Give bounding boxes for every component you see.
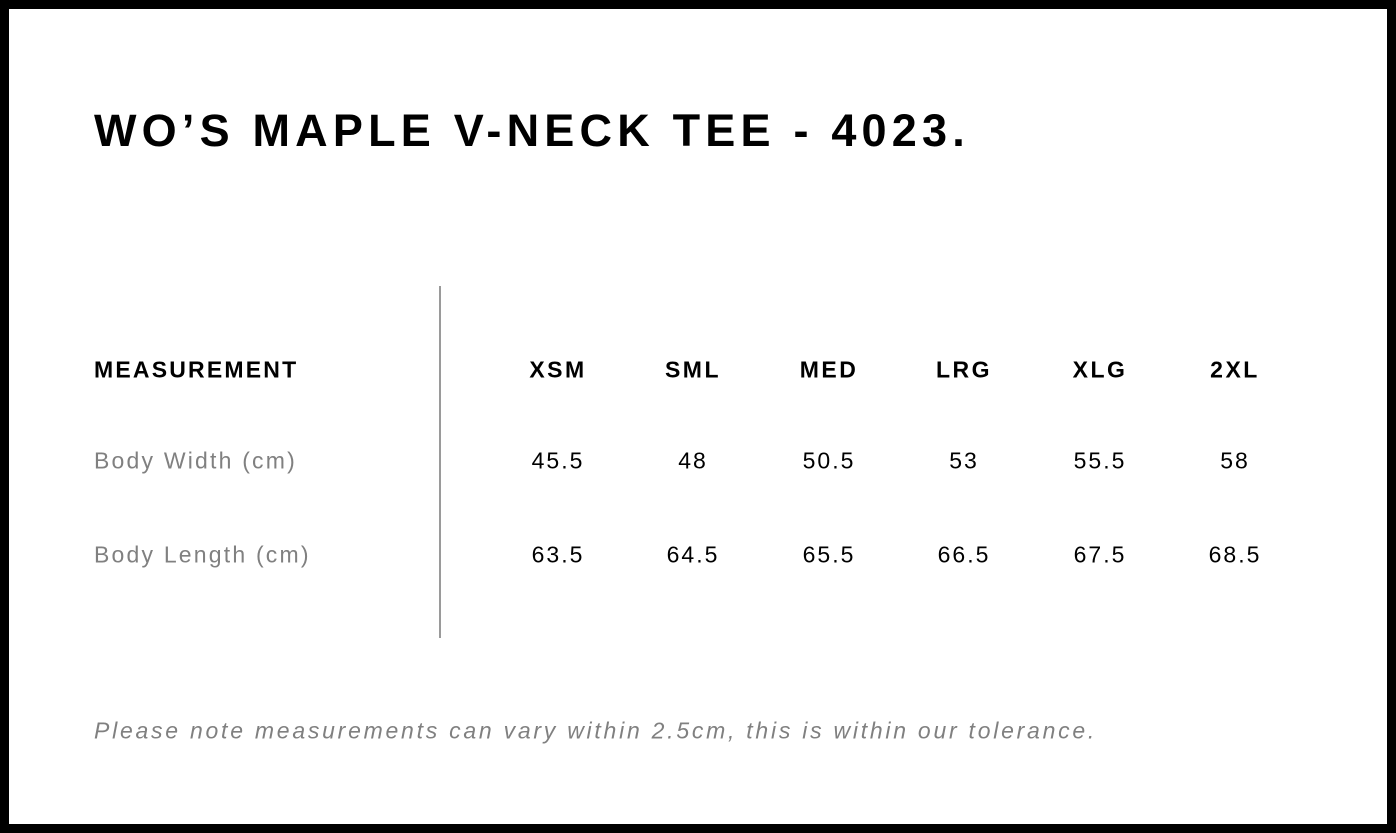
size-header: XSM — [529, 356, 587, 383]
row-label-body-length: Body Length (cm) — [94, 541, 311, 568]
column-divider — [439, 286, 441, 638]
table-cell: 64.5 — [666, 541, 720, 568]
size-chart-card: WO’S MAPLE V-NECK TEE - 4023. MEASUREMEN… — [9, 9, 1387, 824]
table-cell: 53 — [949, 447, 979, 474]
row-label-body-width: Body Width (cm) — [94, 447, 297, 474]
size-header: 2XL — [1210, 356, 1260, 383]
size-header: SML — [664, 356, 722, 383]
table-cell: 48 — [678, 447, 708, 474]
measurement-header: MEASUREMENT — [94, 356, 299, 383]
page-title: WO’S MAPLE V-NECK TEE - 4023. — [94, 105, 970, 156]
table-cell: 55.5 — [1073, 447, 1127, 474]
table-cell: 63.5 — [531, 541, 585, 568]
table-cell: 45.5 — [531, 447, 585, 474]
table-cell: 65.5 — [802, 541, 856, 568]
size-header: XLG — [1072, 356, 1128, 383]
table-cell: 50.5 — [802, 447, 856, 474]
table-cell: 68.5 — [1208, 541, 1262, 568]
table-cell: 58 — [1220, 447, 1250, 474]
table-cell: 66.5 — [937, 541, 991, 568]
table-cell: 67.5 — [1073, 541, 1127, 568]
tolerance-note: Please note measurements can vary within… — [94, 717, 1098, 744]
size-header: LRG — [935, 356, 993, 383]
size-header: MED — [799, 356, 859, 383]
